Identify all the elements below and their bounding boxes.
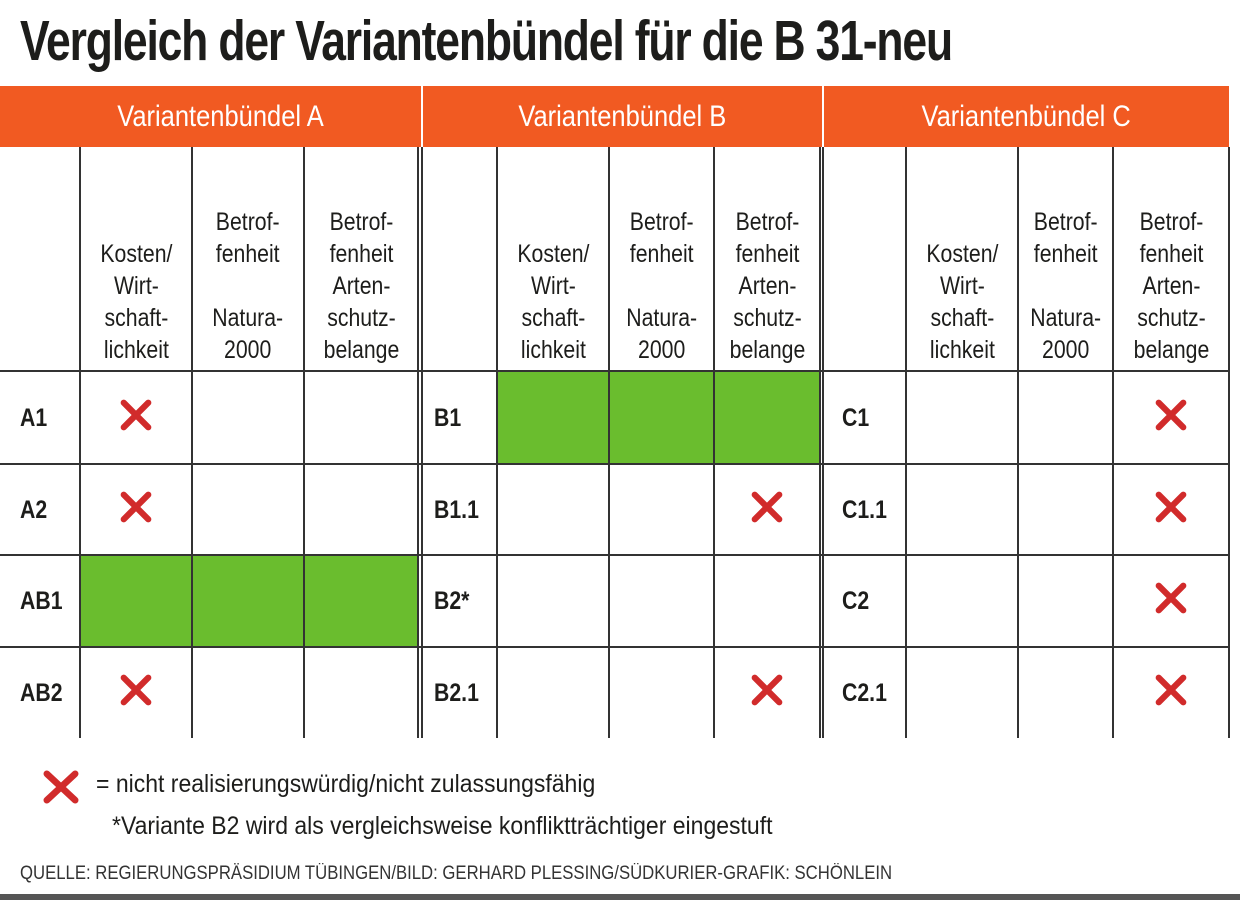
green-cell <box>80 555 192 647</box>
green-cell <box>609 371 714 464</box>
green-cell <box>192 555 304 647</box>
column-divider <box>1017 147 1019 738</box>
group-header-bar <box>0 86 1229 147</box>
red-x-icon <box>1154 673 1188 707</box>
column-divider <box>1228 147 1230 738</box>
column-header-arten: Betrof- fenheit Arten- schutz- belange <box>323 208 399 364</box>
footnote: *Variante B2 wird als vergleichsweise ko… <box>112 812 773 840</box>
bottom-rule <box>0 894 1240 900</box>
row-divider <box>0 554 1229 556</box>
column-divider <box>1112 147 1114 738</box>
column-header-natura: Betrof- fenheit Natura- 2000 <box>1030 208 1101 364</box>
row-label: B1 <box>434 403 462 432</box>
group-title-a: Variantenbündel A <box>116 100 324 133</box>
row-divider <box>0 370 1229 372</box>
group-separator <box>421 86 423 147</box>
row-label: A1 <box>20 403 48 432</box>
row-divider <box>0 646 1229 648</box>
row-label: B1.1 <box>434 495 479 524</box>
row-label: C1.1 <box>842 495 887 524</box>
green-cell <box>304 555 418 647</box>
red-x-icon <box>119 673 153 707</box>
row-label: C2 <box>842 587 870 615</box>
row-label: C2.1 <box>842 678 887 707</box>
column-divider <box>79 147 81 738</box>
red-x-icon <box>119 398 153 432</box>
red-x-icon <box>42 770 80 804</box>
group-separator <box>421 147 423 738</box>
column-divider <box>819 147 821 738</box>
red-x-icon <box>750 490 784 524</box>
row-label: B2.1 <box>434 678 479 707</box>
red-x-icon <box>119 490 153 524</box>
column-divider <box>713 147 715 738</box>
column-header-natura: Betrof- fenheit Natura- 2000 <box>626 208 697 364</box>
column-divider <box>303 147 305 738</box>
source-credit: QUELLE: REGIERUNGSPRÄSIDIUM TÜBINGEN/BIL… <box>20 863 893 884</box>
legend-cross-text: = nicht realisierungswürdig/nicht zulass… <box>96 770 596 798</box>
group-title-b: Variantenbündel B <box>518 100 726 133</box>
green-cell <box>714 371 820 464</box>
red-x-icon <box>1154 398 1188 432</box>
column-header-natura: Betrof- fenheit Natura- 2000 <box>212 208 284 364</box>
row-label: B2* <box>434 587 470 615</box>
row-label: C1 <box>842 403 870 432</box>
column-divider <box>905 147 907 738</box>
column-header-kosten: Kosten/ Wirt- schaft- lichkeit <box>99 240 173 364</box>
column-divider <box>496 147 498 738</box>
row-label: AB2 <box>20 678 63 707</box>
row-label: AB1 <box>20 587 63 615</box>
group-separator <box>822 86 824 147</box>
column-header-kosten: Kosten/ Wirt- schaft- lichkeit <box>925 240 999 364</box>
row-divider <box>0 463 1229 465</box>
column-header-arten: Betrof- fenheit Arten- schutz- belange <box>729 208 805 364</box>
green-cell <box>497 371 609 464</box>
red-x-icon <box>1154 581 1188 615</box>
column-divider <box>191 147 193 738</box>
red-x-icon <box>1154 490 1188 524</box>
group-separator <box>822 147 824 738</box>
column-header-kosten: Kosten/ Wirt- schaft- lichkeit <box>516 240 590 364</box>
red-x-icon <box>750 673 784 707</box>
row-label: A2 <box>20 495 48 524</box>
column-header-arten: Betrof- fenheit Arten- schutz- belange <box>1133 208 1209 364</box>
group-title-c: Variantenbündel C <box>921 100 1132 133</box>
column-divider <box>608 147 610 738</box>
column-divider <box>417 147 419 738</box>
page-title: Vergleich der Variantenbündel für die B … <box>20 9 953 73</box>
